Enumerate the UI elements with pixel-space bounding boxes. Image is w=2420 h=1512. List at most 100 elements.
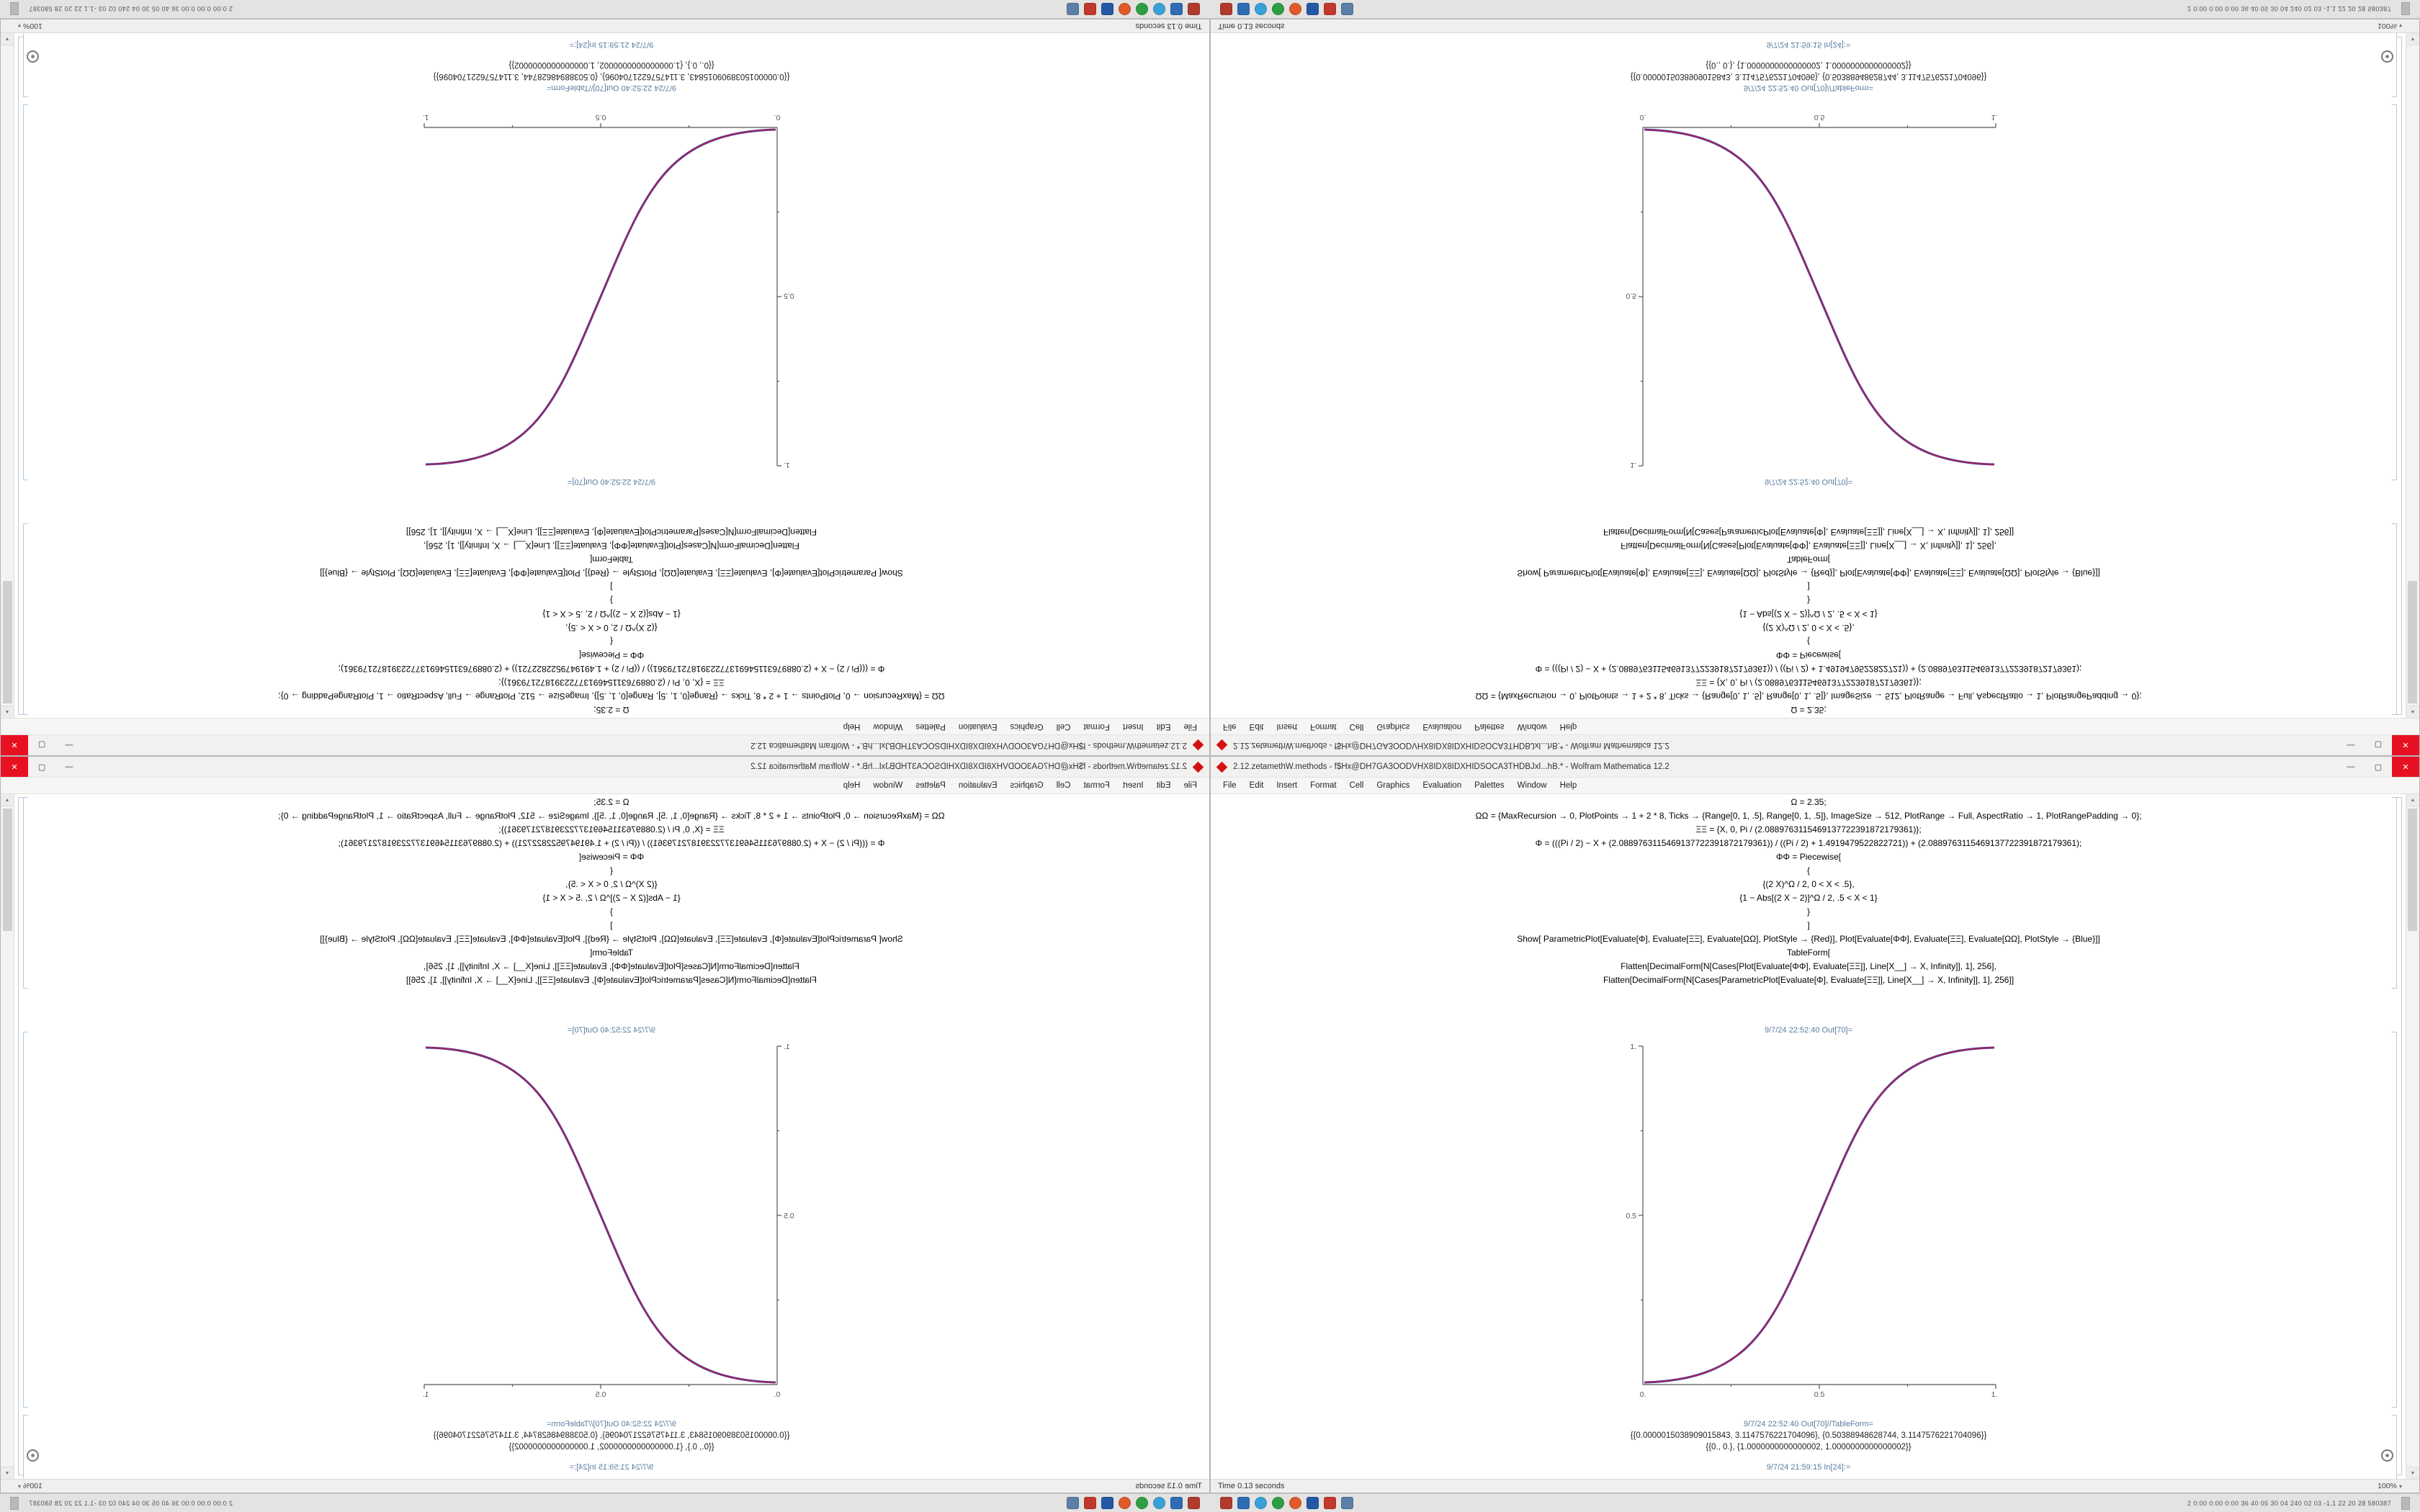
taskbar-app-green-icon[interactable]: [1272, 1497, 1284, 1509]
menu-cell[interactable]: Cell: [1056, 722, 1071, 731]
taskbar-app-steel-icon[interactable]: [1067, 3, 1079, 15]
cell-bracket-group[interactable]: [2397, 797, 2402, 1475]
taskbar-app-blue-icon[interactable]: [1237, 3, 1250, 15]
window-title-bar[interactable]: 2.12.zetamethW.methods - f$Hx@DH7GA3OODV…: [1211, 757, 2419, 778]
window-title-bar[interactable]: 2.12.zetamethW.methods - f$Hx@DH7GA3OODV…: [1, 757, 1209, 778]
taskbar-app-lightblue-icon[interactable]: [1153, 1497, 1165, 1509]
vertical-scrollbar[interactable]: ▲ ▼: [1, 794, 14, 1479]
menu-edit[interactable]: Edit: [1156, 781, 1171, 790]
menu-edit[interactable]: Edit: [1249, 722, 1264, 731]
cell-bracket-input[interactable]: [23, 797, 28, 989]
window-title-bar[interactable]: 2.12.zetamethW.methods - f$Hx@DH7GA3OODV…: [1, 734, 1209, 755]
menu-graphics[interactable]: Graphics: [1376, 722, 1410, 731]
maximize-button[interactable]: ▢: [2374, 740, 2383, 750]
menu-file[interactable]: File: [1223, 781, 1237, 790]
menu-window[interactable]: Window: [873, 722, 903, 731]
menu-insert[interactable]: Insert: [1122, 722, 1144, 731]
window-title-bar[interactable]: 2.12.zetamethW.methods - f$Hx@DH7GA3OODV…: [1211, 734, 2419, 755]
close-button[interactable]: ✕: [1, 757, 28, 777]
vertical-scrollbar[interactable]: ▲ ▼: [2406, 794, 2419, 1479]
taskbar-app-green-icon[interactable]: [1272, 3, 1284, 15]
scroll-up-arrow-icon[interactable]: ▲: [2406, 794, 2419, 806]
scroll-down-arrow-icon[interactable]: ▼: [2406, 1467, 2419, 1479]
taskbar-app-blue-icon[interactable]: [1237, 1497, 1250, 1509]
menu-insert[interactable]: Insert: [1276, 722, 1298, 731]
taskbar-app-steel-icon[interactable]: [1341, 3, 1353, 15]
taskbar-app-red-icon[interactable]: [1220, 3, 1232, 15]
taskbar-app-crimson-icon[interactable]: [1084, 3, 1096, 15]
scroll-down-arrow-icon[interactable]: ▼: [2406, 33, 2419, 45]
minimize-button[interactable]: —: [65, 762, 73, 771]
cell-bracket-output-table[interactable]: [2392, 33, 2397, 97]
magnification-control[interactable]: 100% ▾: [2378, 1482, 2412, 1490]
taskbar-app-navy-icon[interactable]: [1101, 1497, 1113, 1509]
taskbar-app-navy-icon[interactable]: [1101, 3, 1113, 15]
taskbar-app-lightblue-icon[interactable]: [1153, 3, 1165, 15]
taskbar-app-crimson-icon[interactable]: [1084, 1497, 1096, 1509]
menu-file[interactable]: File: [1223, 722, 1237, 731]
menu-help[interactable]: Help: [1559, 722, 1577, 731]
notebook-corner-icon[interactable]: [27, 50, 39, 63]
menu-help[interactable]: Help: [1559, 781, 1577, 790]
menu-help[interactable]: Help: [843, 781, 861, 790]
menu-graphics[interactable]: Graphics: [1376, 781, 1410, 790]
scroll-down-arrow-icon[interactable]: ▼: [1, 33, 14, 45]
menu-palettes[interactable]: Palettes: [1474, 781, 1505, 790]
menu-format[interactable]: Format: [1083, 722, 1110, 731]
maximize-button[interactable]: ▢: [37, 740, 46, 750]
menu-format[interactable]: Format: [1310, 722, 1337, 731]
menu-window[interactable]: Window: [1517, 781, 1547, 790]
cell-bracket-output-plot[interactable]: [2392, 1032, 2397, 1408]
menu-file[interactable]: File: [1183, 781, 1197, 790]
menu-graphics[interactable]: Graphics: [1010, 781, 1044, 790]
taskbar-app-orange-icon[interactable]: [1289, 3, 1301, 15]
taskbar-app-orange-icon[interactable]: [1119, 1497, 1131, 1509]
taskbar-corner[interactable]: [2401, 2, 2410, 16]
cell-bracket-group[interactable]: [18, 37, 23, 715]
notebook-corner-icon[interactable]: [2381, 1449, 2393, 1462]
taskbar-app-blue-icon[interactable]: [1170, 3, 1183, 15]
taskbar-app-orange-icon[interactable]: [1289, 1497, 1301, 1509]
maximize-button[interactable]: ▢: [37, 762, 46, 772]
taskbar-app-red-icon[interactable]: [1188, 1497, 1200, 1509]
taskbar-app-red-icon[interactable]: [1220, 1497, 1232, 1509]
menu-evaluation[interactable]: Evaluation: [1422, 781, 1462, 790]
scroll-up-arrow-icon[interactable]: ▲: [1, 794, 14, 806]
scroll-down-arrow-icon[interactable]: ▼: [1, 1467, 14, 1479]
menu-help[interactable]: Help: [843, 722, 861, 731]
taskbar-app-red-icon[interactable]: [1188, 3, 1200, 15]
menu-window[interactable]: Window: [1517, 722, 1547, 731]
cell-bracket-output-table[interactable]: [23, 33, 28, 97]
cell-bracket-input[interactable]: [2392, 797, 2397, 989]
minimize-button[interactable]: —: [2347, 762, 2355, 771]
cell-bracket-output-table[interactable]: [23, 1415, 28, 1479]
taskbar-corner[interactable]: [10, 1496, 19, 1510]
menu-evaluation[interactable]: Evaluation: [958, 781, 998, 790]
taskbar-app-navy-icon[interactable]: [1307, 1497, 1319, 1509]
taskbar-app-blue-icon[interactable]: [1170, 1497, 1183, 1509]
taskbar-app-green-icon[interactable]: [1136, 3, 1148, 15]
magnification-control[interactable]: 100% ▾: [8, 1482, 42, 1490]
menu-insert[interactable]: Insert: [1276, 781, 1298, 790]
scrollbar-thumb[interactable]: [3, 581, 12, 703]
cell-bracket-output-plot[interactable]: [2392, 104, 2397, 480]
taskbar-app-lightblue-icon[interactable]: [1255, 3, 1267, 15]
cell-bracket-group[interactable]: [18, 797, 23, 1475]
notebook-corner-icon[interactable]: [27, 1449, 39, 1462]
menu-palettes[interactable]: Palettes: [915, 781, 946, 790]
menu-cell[interactable]: Cell: [1056, 781, 1071, 790]
taskbar-corner[interactable]: [2401, 1496, 2410, 1510]
taskbar-app-navy-icon[interactable]: [1307, 3, 1319, 15]
close-button[interactable]: ✕: [2392, 735, 2419, 755]
menu-palettes[interactable]: Palettes: [915, 722, 946, 731]
taskbar-corner[interactable]: [10, 2, 19, 16]
taskbar-app-lightblue-icon[interactable]: [1255, 1497, 1267, 1509]
cell-bracket-output-plot[interactable]: [23, 104, 28, 480]
taskbar-app-orange-icon[interactable]: [1119, 3, 1131, 15]
menu-insert[interactable]: Insert: [1122, 781, 1144, 790]
close-button[interactable]: ✕: [1, 735, 28, 755]
cell-bracket-input[interactable]: [23, 523, 28, 715]
close-button[interactable]: ✕: [2392, 757, 2419, 777]
taskbar-app-steel-icon[interactable]: [1341, 1497, 1353, 1509]
scroll-up-arrow-icon[interactable]: ▲: [2406, 706, 2419, 718]
